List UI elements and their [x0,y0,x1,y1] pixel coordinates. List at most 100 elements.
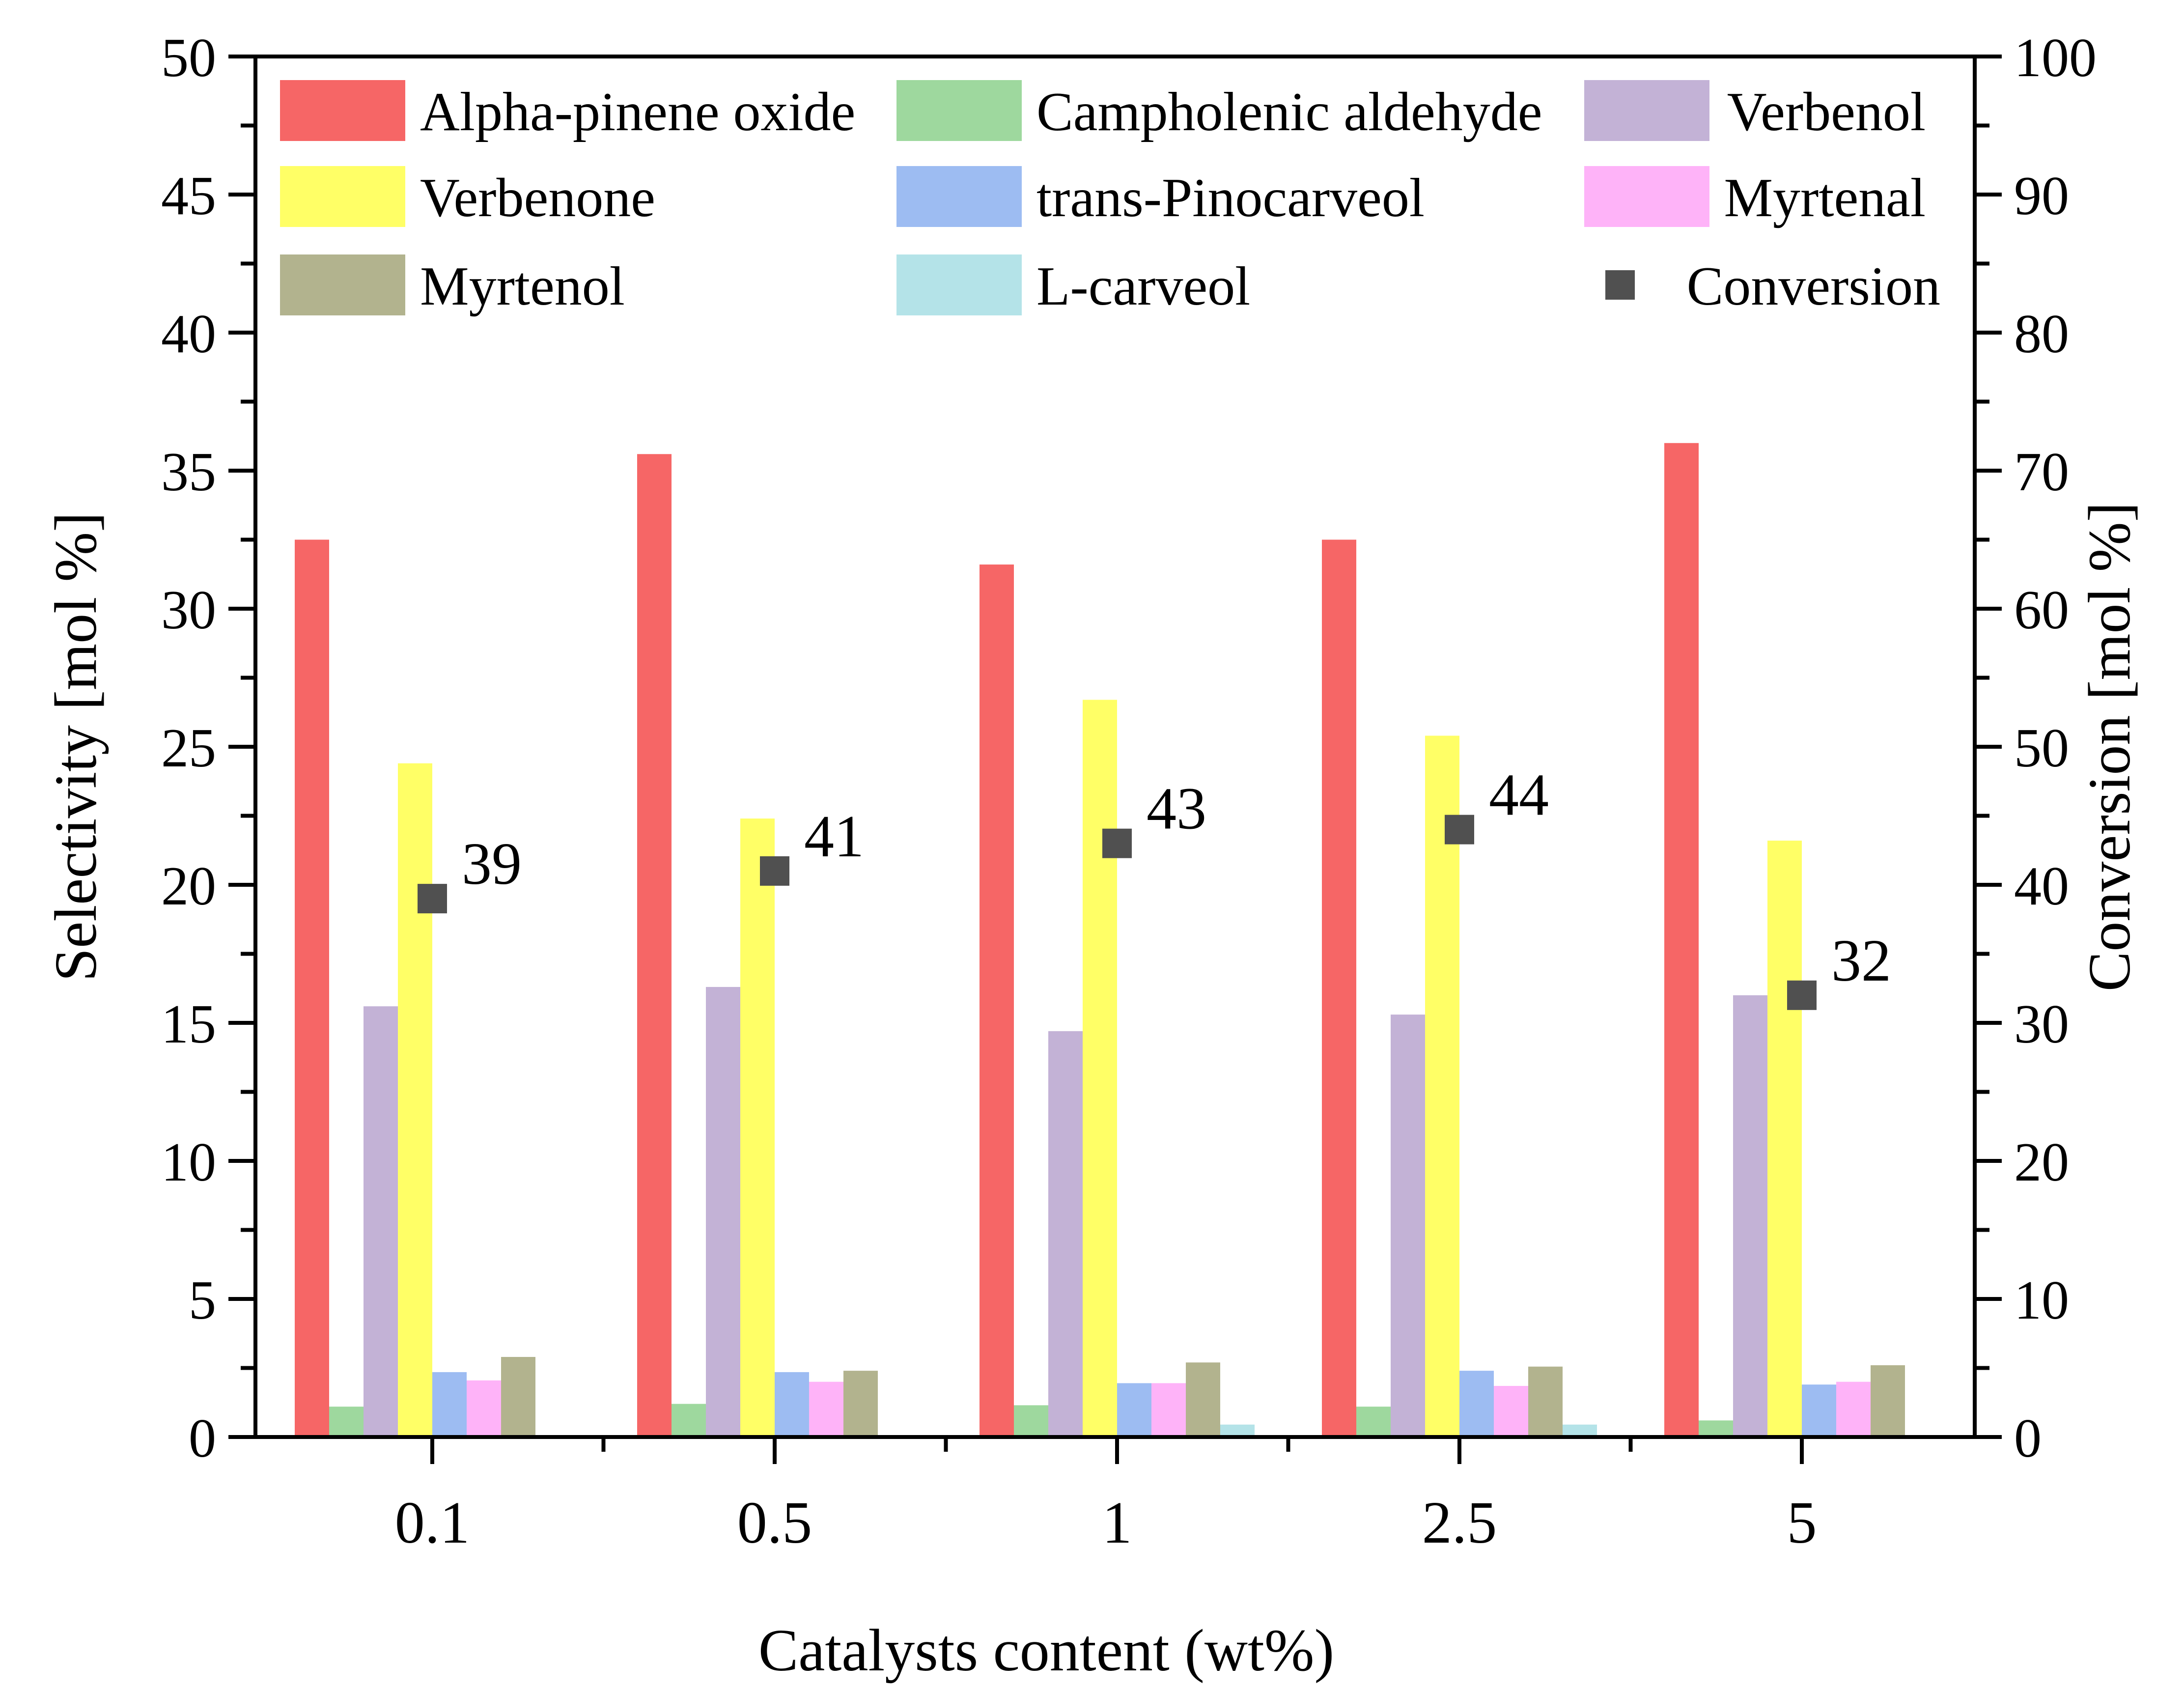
bar-campholenic-aldehyde [1014,1405,1048,1437]
conversion-point [760,856,789,886]
legend-label: trans-Pinocarveol [1036,168,1425,228]
y-tick-label: 30 [161,580,216,641]
bar-trans-pinocarveol [432,1372,467,1437]
legend-swatch [280,80,405,141]
conversion-points: 39 41 43 44 32 [418,762,1891,1010]
y-tick-label: 10 [161,1132,216,1193]
y2-axis-label: Conversion [mol %] [2076,502,2143,991]
bar-alpha-pinene-oxide [1322,539,1356,1437]
bar-verbenol [364,1006,398,1437]
bars [295,443,1905,1437]
bar-verbenone [398,763,432,1437]
bar-myrtenol [1186,1362,1220,1437]
conversion-data-label: 41 [804,803,864,870]
bar-verbenone [1425,735,1459,1437]
legend-label: Alpha-pinene oxide [420,82,855,142]
legend-label: L-carveol [1036,256,1250,317]
legend-swatch [280,166,405,227]
legend-swatch [896,166,1022,227]
x-tick-label: 5 [1787,1490,1817,1556]
bar-verbenone [1083,700,1117,1437]
legend-label: Verbenone [420,168,655,228]
bar-trans-pinocarveol [1117,1383,1151,1437]
y-axis-label: Selectivity [mol %] [43,512,109,981]
bar-myrtenal [1836,1381,1871,1437]
bar-verbenone [1767,841,1802,1437]
legend-label: Myrtenol [420,256,625,317]
y2-tick-label: 40 [2014,856,2069,917]
y-tick-label: 20 [161,856,216,917]
axis-ticks: 0510152025303540455001020304050607080901… [161,28,2097,1556]
bar-myrtenal [1151,1383,1186,1437]
y2-tick-label: 30 [2014,994,2069,1055]
bar-myrtenol [501,1357,535,1437]
bar-verbenol [1391,1015,1425,1437]
y2-tick-label: 0 [2014,1408,2042,1469]
conversion-point [1102,828,1132,858]
plot-frame [253,55,1977,1439]
conversion-data-label: 32 [1831,928,1891,994]
conversion-data-label: 39 [462,831,522,897]
bar-verbenol [1733,995,1767,1437]
bar-verbenone [740,818,775,1437]
bar-campholenic-aldehyde [672,1404,706,1437]
y-tick-label: 35 [161,442,216,503]
bar-alpha-pinene-oxide [1664,443,1699,1437]
legend-label: Campholenic aldehyde [1036,82,1542,142]
y2-tick-label: 90 [2014,166,2069,226]
legend-label: Myrtenal [1724,168,1926,228]
bar-myrtenol [1871,1365,1905,1437]
legend-swatch [1584,166,1709,227]
x-tick-label: 1 [1102,1490,1132,1556]
bar-myrtenal [467,1380,501,1437]
conversion-point [1445,815,1474,845]
y2-tick-label: 70 [2014,442,2069,503]
legend-label: Conversion [1687,256,1940,317]
x-axis-label: Catalysts content (wt%) [758,1617,1334,1684]
legend-swatch [1584,80,1709,141]
legend-swatch [896,80,1022,141]
bar-l-carveol [1220,1424,1255,1437]
bar-trans-pinocarveol [1459,1371,1494,1437]
y2-tick-label: 10 [2014,1270,2069,1331]
bar-campholenic-aldehyde [1356,1407,1391,1437]
legend-label: Verbenol [1727,82,1926,142]
y-tick-label: 0 [189,1408,216,1469]
legend-swatch [280,254,405,315]
x-tick-label: 2.5 [1422,1490,1497,1556]
y-tick-label: 5 [189,1270,216,1331]
bar-verbenol [706,986,740,1437]
conversion-point [1787,980,1817,1010]
conversion-data-label: 44 [1489,762,1549,828]
bar-myrtenol [1528,1366,1563,1437]
y2-tick-label: 50 [2014,718,2069,779]
bar-trans-pinocarveol [775,1372,809,1437]
legend-swatch-conversion [1605,270,1635,300]
bar-alpha-pinene-oxide [637,454,672,1437]
x-tick-label: 0.1 [395,1490,470,1556]
bar-campholenic-aldehyde [329,1407,364,1437]
x-tick-label: 0.5 [737,1490,812,1556]
bar-alpha-pinene-oxide [980,564,1014,1437]
bar-myrtenol [843,1371,878,1437]
legend: Alpha-pinene oxide Campholenic aldehyde Ve… [280,80,1940,317]
bar-campholenic-aldehyde [1699,1420,1733,1437]
y2-tick-label: 20 [2014,1132,2069,1193]
y2-tick-label: 80 [2014,304,2069,365]
y-tick-label: 25 [161,718,216,779]
bar-alpha-pinene-oxide [295,539,329,1437]
y-tick-label: 50 [161,28,216,88]
conversion-data-label: 43 [1147,776,1206,842]
bar-myrtenal [1494,1386,1528,1437]
legend-swatch [896,254,1022,315]
bar-l-carveol [1563,1424,1597,1437]
bar-myrtenal [809,1381,843,1437]
conversion-point [418,884,447,914]
y-tick-label: 45 [161,166,216,226]
y-tick-label: 40 [161,304,216,365]
bar-verbenol [1048,1031,1083,1437]
y-tick-label: 15 [161,994,216,1055]
bar-trans-pinocarveol [1802,1384,1836,1437]
y2-tick-label: 100 [2014,28,2097,88]
